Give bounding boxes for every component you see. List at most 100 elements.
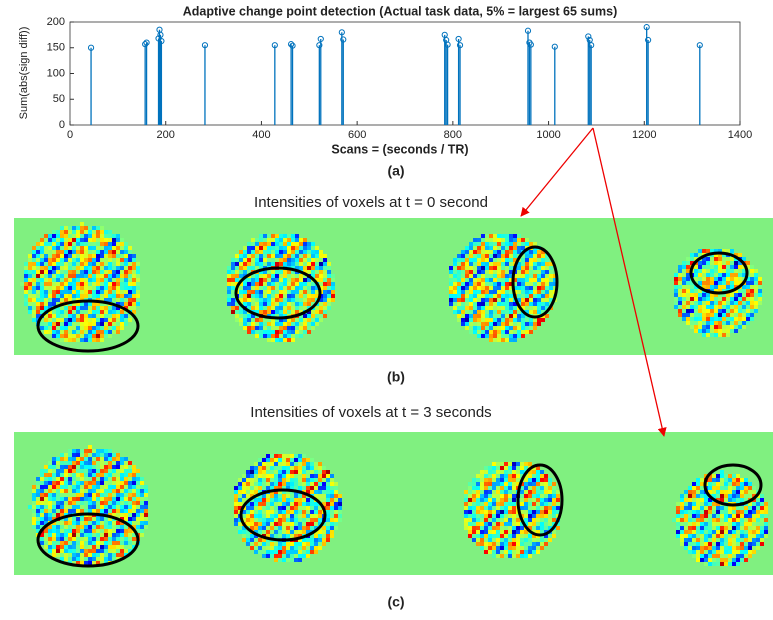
voxel [521, 334, 525, 338]
voxel [104, 529, 108, 533]
voxel [76, 330, 80, 334]
voxel [48, 513, 52, 517]
voxel [509, 262, 513, 266]
voxel [60, 334, 64, 338]
voxel [52, 266, 56, 270]
voxel [68, 541, 72, 545]
voxel [250, 466, 254, 470]
voxel [84, 250, 88, 254]
voxel [246, 482, 250, 486]
voxel [247, 246, 251, 250]
voxel [96, 465, 100, 469]
voxel [532, 482, 536, 486]
voxel [56, 513, 60, 517]
voxel [40, 274, 44, 278]
voxel [246, 542, 250, 546]
voxel [140, 477, 144, 481]
voxel [286, 478, 290, 482]
voxel [704, 510, 708, 514]
voxel [678, 309, 682, 313]
voxel [302, 506, 306, 510]
voxel [537, 306, 541, 310]
voxel [489, 234, 493, 238]
voxel [290, 522, 294, 526]
voxel [84, 473, 88, 477]
voxel [726, 301, 730, 305]
voxel [306, 478, 310, 482]
voxel [509, 254, 513, 258]
voxel [132, 258, 136, 262]
voxel [318, 474, 322, 478]
voxel [493, 270, 497, 274]
voxel [52, 274, 56, 278]
voxel [267, 282, 271, 286]
voxel [505, 334, 509, 338]
voxel [330, 482, 334, 486]
voxel [710, 269, 714, 273]
voxel [696, 558, 700, 562]
voxel [36, 262, 40, 266]
voxel [306, 466, 310, 470]
voxel [473, 290, 477, 294]
voxel [513, 326, 517, 330]
voxel [298, 462, 302, 466]
voxel [128, 501, 132, 505]
voxel [88, 477, 92, 481]
voxel [112, 294, 116, 298]
voxel [100, 545, 104, 549]
voxel [692, 554, 696, 558]
voxel [331, 282, 335, 286]
voxel [52, 545, 56, 549]
voxel [56, 318, 60, 322]
voxel [476, 494, 480, 498]
voxel [545, 298, 549, 302]
voxel [477, 274, 481, 278]
voxel [298, 502, 302, 506]
voxel [84, 314, 88, 318]
voxel [140, 513, 144, 517]
voxel [84, 529, 88, 533]
voxel [465, 310, 469, 314]
voxel [60, 246, 64, 250]
voxel [532, 546, 536, 550]
voxel [295, 262, 299, 266]
voxel [477, 270, 481, 274]
voxel [509, 314, 513, 318]
voxel [243, 266, 247, 270]
voxel [706, 321, 710, 325]
voxel [287, 322, 291, 326]
voxel [521, 330, 525, 334]
voxel [307, 266, 311, 270]
voxel [250, 486, 254, 490]
voxel [100, 453, 104, 457]
voxel [496, 470, 500, 474]
voxel [692, 490, 696, 494]
voxel [72, 262, 76, 266]
voxel [501, 246, 505, 250]
voxel [40, 258, 44, 262]
voxel [730, 257, 734, 261]
voxel [44, 493, 48, 497]
voxel [299, 290, 303, 294]
voxel [537, 262, 541, 266]
voxel [84, 481, 88, 485]
voxel [736, 526, 740, 530]
voxel [702, 321, 706, 325]
voxel [303, 326, 307, 330]
voxel [72, 557, 76, 561]
voxel [750, 293, 754, 297]
voxel [469, 294, 473, 298]
voxel [504, 550, 508, 554]
voxel [314, 506, 318, 510]
voxel [120, 485, 124, 489]
voxel [710, 325, 714, 329]
voxel [528, 554, 532, 558]
voxel [690, 257, 694, 261]
x-tick-label: 200 [157, 129, 175, 141]
voxel [469, 278, 473, 282]
voxel [52, 509, 56, 513]
voxel [678, 269, 682, 273]
voxel [730, 309, 734, 313]
voxel [736, 478, 740, 482]
voxel [294, 554, 298, 558]
